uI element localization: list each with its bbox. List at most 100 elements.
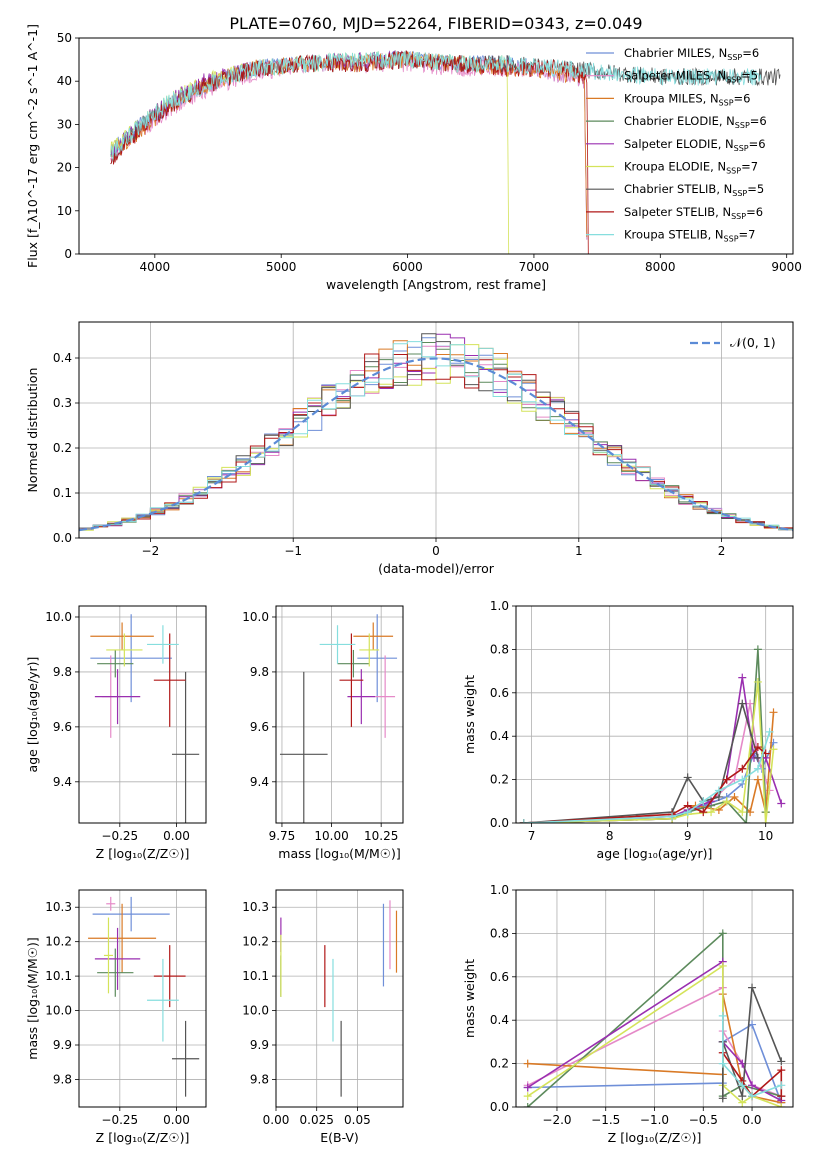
x-tick-label: −1 <box>284 544 302 558</box>
x-tick-label: 0 <box>432 544 440 558</box>
x-tick-label: 9 <box>684 829 692 843</box>
y-axis-label: age [log₁₀(age/yr)] <box>25 657 40 773</box>
error-bars <box>90 614 200 823</box>
y-tick-label: 9.6 <box>250 720 269 734</box>
y-tick-label: 10.3 <box>45 900 72 914</box>
legend-value: =7 <box>741 160 758 174</box>
weight-lines <box>519 645 786 823</box>
y-tick-label: 30 <box>57 117 72 131</box>
spectrum-kroupa-elodie <box>110 51 510 254</box>
y-tick-label: 9.4 <box>53 775 72 789</box>
legend-label-chabrier-miles: Chabrier MILES, NSSP=6 <box>624 46 759 62</box>
x-tick-label: 8 <box>606 829 614 843</box>
spectrum-salpeter-miles <box>110 54 588 240</box>
weight-line-kroupa-elodie <box>523 681 775 823</box>
y-tick-label: 10.2 <box>45 935 72 949</box>
y-tick-label: 0.1 <box>53 486 72 500</box>
weight-marker-kroupa-elodie <box>777 1103 786 1107</box>
y-tick-label: 10.0 <box>242 1004 269 1018</box>
plot-frame <box>78 37 794 255</box>
y-tick-label: 0.8 <box>490 926 509 940</box>
legend-text: Kroupa MILES, N <box>624 91 719 105</box>
x-tick-label: 9000 <box>771 260 802 274</box>
weight-marker-kroupa-stelib <box>765 727 774 736</box>
error-bars <box>88 896 200 1097</box>
legend-subscript: SSP <box>732 189 747 198</box>
x-axis-label: (data-model)/error <box>378 561 495 576</box>
histogram-kroupa-elodie <box>79 344 793 531</box>
x-tick-label: 8000 <box>645 260 676 274</box>
y-tick-label: 0.8 <box>490 642 509 656</box>
weight-marker-salpeter-miles <box>730 775 739 784</box>
x-tick-label: 0.00 <box>163 829 190 843</box>
legend-subscript: SSP <box>735 121 750 130</box>
age-vs-Z-panel: −0.25 0.00 9.4 9.6 9.8 10.0 Z [log₁₀(Z/Z☉)] age… <box>25 605 207 861</box>
spectrum-chabrier-miles <box>110 50 588 240</box>
weight-marker-chabrier-stelib <box>738 1092 747 1101</box>
legend-label-chabrier-stelib: Chabrier STELIB, NSSP=5 <box>624 182 764 198</box>
x-axis-label: E(B-V) <box>320 1130 359 1145</box>
legend-text: Kroupa STELIB, N <box>624 228 724 242</box>
y-tick-label: 0.2 <box>490 1057 509 1071</box>
mass-weight-vs-age-panel: 7 8 9 10 0.0 0.2 0.4 0.6 0.8 1.0 age [log₁₀(age/yr… <box>462 599 794 861</box>
x-tick-label: −0.5 <box>689 1113 718 1127</box>
weight-line-kroupa-stelib <box>523 731 771 823</box>
x-tick-label: 10.25 <box>364 829 398 843</box>
y-tick-label: 9.8 <box>53 665 72 679</box>
x-axis-label: mass [log₁₀(M/M☉)] <box>278 846 400 861</box>
age-vs-mass-panel: 9.75 10.00 10.25 9.4 9.6 9.8 10.0 mass [log₁₀(M… <box>242 605 404 861</box>
legend-text: Salpeter ELODIE, N <box>624 137 734 151</box>
weight-line-salpeter-elodie <box>527 960 782 1102</box>
x-tick-label: 0.025 <box>300 1113 334 1127</box>
mass-vs-Z-panel: −0.25 0.00 9.8 9.9 10.0 10.1 10.2 10.3 Z [log₁₀(… <box>25 889 207 1145</box>
y-tick-label: 9.9 <box>250 1038 269 1052</box>
legend-value: =6 <box>749 137 766 151</box>
x-tick-label: 4000 <box>140 260 171 274</box>
x-tick-label: 0.00 <box>263 1113 290 1127</box>
weight-marker-salpeter-stelib <box>753 743 762 752</box>
legend-text: Chabrier MILES, N <box>624 46 727 60</box>
weight-lines <box>523 929 786 1107</box>
weight-marker-salpeter-elodie <box>738 673 747 682</box>
x-tick-label: −0.25 <box>101 1113 138 1127</box>
legend-subscript: SSP <box>719 98 734 107</box>
y-tick-label: 10 <box>57 204 72 218</box>
residuals-legend: 𝒩(0, 1) <box>690 335 776 350</box>
legend-label-kroupa-elodie: Kroupa ELODIE, NSSP=7 <box>624 160 758 176</box>
x-tick-label: −1.5 <box>591 1113 620 1127</box>
plot-frame <box>515 889 794 1108</box>
legend-subscript: SSP <box>726 76 741 85</box>
weight-line-salpeter-stelib <box>523 745 767 823</box>
y-tick-label: 0.2 <box>53 441 72 455</box>
y-tick-label: 50 <box>57 31 72 45</box>
y-tick-label: 0.4 <box>490 1013 509 1027</box>
legend-label-salpeter-stelib: Salpeter STELIB, NSSP=6 <box>624 205 763 221</box>
x-tick-label: 10 <box>758 829 773 843</box>
plot-frame <box>78 605 207 824</box>
y-tick-label: 1.0 <box>490 883 509 897</box>
weight-marker-kroupa-miles <box>730 792 739 801</box>
x-tick-label: −2 <box>142 544 160 558</box>
plot-frame <box>78 321 794 539</box>
legend-text: Chabrier ELODIE, N <box>624 114 735 128</box>
y-tick-label: 0.6 <box>490 686 509 700</box>
weight-marker-salpeter-elodie <box>777 799 786 808</box>
plot-frame <box>515 605 794 824</box>
weight-marker-kroupa-stelib <box>738 775 747 784</box>
weight-marker-kroupa-elodie <box>722 797 731 806</box>
y-tick-label: 10.1 <box>45 969 72 983</box>
legend-text: Kroupa ELODIE, N <box>624 160 726 174</box>
x-tick-label: 1 <box>575 544 583 558</box>
x-tick-label: 7000 <box>519 260 550 274</box>
weight-marker-kroupa-elodie <box>753 677 762 686</box>
weight-marker-chabrier-elodie <box>718 929 727 938</box>
legend-label-chabrier-elodie: Chabrier ELODIE, NSSP=6 <box>624 114 767 130</box>
weight-marker-kroupa-elodie <box>523 1092 532 1101</box>
legend-label-salpeter-elodie: Salpeter ELODIE, NSSP=6 <box>624 137 766 153</box>
weight-marker-chabrier-elodie <box>523 1103 532 1107</box>
weight-marker-chabrier-stelib <box>738 699 747 708</box>
weight-marker-chabrier-stelib <box>718 1094 727 1103</box>
y-axis-label: Normed distribution <box>25 368 40 493</box>
y-tick-label: 9.8 <box>53 1072 72 1086</box>
